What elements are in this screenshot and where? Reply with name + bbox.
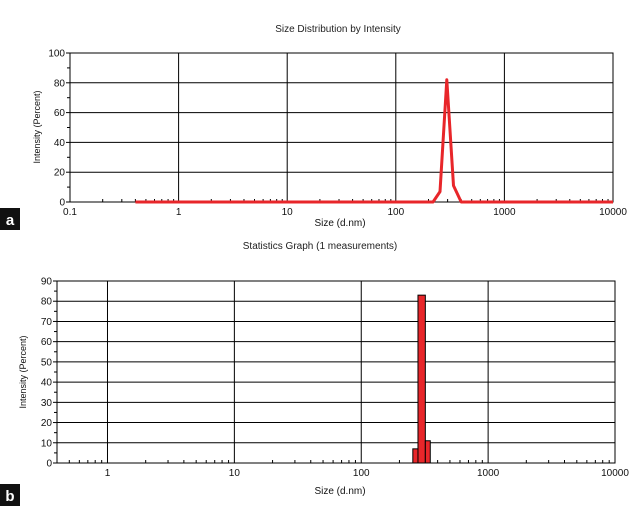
y-tick-label: 80: [54, 78, 66, 89]
x-tick-label: 10000: [599, 207, 627, 218]
y-tick-label: 70: [41, 317, 53, 328]
x-tick-label: 1000: [493, 207, 516, 218]
y-tick-label: 60: [41, 337, 53, 348]
x-tick-label: 100: [387, 207, 404, 218]
chart-a-y-tick-labels: 0 20 40 60 80 100: [48, 49, 65, 209]
y-tick-label: 0: [59, 198, 65, 209]
x-tick-label: 1: [105, 468, 111, 479]
chart-b-panel-badge: [0, 484, 20, 506]
chart-a-panel-label: a: [6, 212, 15, 229]
x-tick-label: 1000: [477, 468, 500, 479]
y-tick-label: 20: [41, 418, 53, 429]
chart-a-series-line: [135, 78, 613, 204]
chart-a-panel-badge: [0, 208, 20, 230]
y-tick-label: 80: [41, 297, 53, 308]
y-tick-label: 20: [54, 168, 66, 179]
chart-b-tick-marks: [53, 280, 610, 464]
chart-a-title: Size Distribution by Intensity: [275, 24, 401, 35]
y-tick-label: 50: [41, 357, 53, 368]
x-tick-label: 10000: [601, 468, 629, 479]
y-tick-label: 100: [48, 49, 65, 60]
chart-a-x-axis-label: Size (d.nm): [314, 218, 365, 229]
chart-a-y-axis-label: Intensity (Percent): [32, 90, 42, 163]
y-tick-label: 40: [41, 378, 53, 389]
y-tick-label: 60: [54, 108, 66, 119]
y-tick-label: 40: [54, 138, 66, 149]
chart-b-title: Statistics Graph (1 measurements): [243, 241, 398, 252]
chart-a: Size Distribution by Intensity 0.1 1 10 100…: [0, 24, 627, 230]
y-tick-label: 30: [41, 398, 53, 409]
chart-b-x-tick-labels: 1 10 100 1000 10000: [105, 468, 630, 479]
x-tick-label: 0.1: [63, 207, 77, 218]
bar: [424, 440, 431, 464]
chart-b-y-axis-label: Intensity (Percent): [18, 335, 28, 408]
chart-b-bars: [412, 294, 431, 464]
y-tick-label: 90: [41, 277, 53, 288]
chart-b-x-axis-label: Size (d.nm): [314, 486, 365, 497]
bar: [412, 448, 419, 464]
bar: [417, 294, 426, 464]
y-tick-label: 10: [41, 438, 53, 449]
x-tick-label: 10: [229, 468, 241, 479]
y-tick-label: 0: [46, 459, 52, 470]
chart-a-grid: [70, 53, 613, 202]
x-tick-label: 100: [353, 468, 370, 479]
chart-b: Statistics Graph (1 measurements) 1 10 100…: [0, 241, 629, 506]
x-tick-label: 10: [282, 207, 294, 218]
chart-b-y-tick-labels: 0 10 20 30 40 50 60 70 80 90: [41, 277, 53, 470]
chart-b-grid: [57, 281, 615, 463]
x-tick-label: 1: [176, 207, 182, 218]
chart-a-x-tick-labels: 0.1 1 10 100 1000 10000: [63, 207, 627, 218]
chart-b-panel-label: b: [5, 488, 14, 505]
